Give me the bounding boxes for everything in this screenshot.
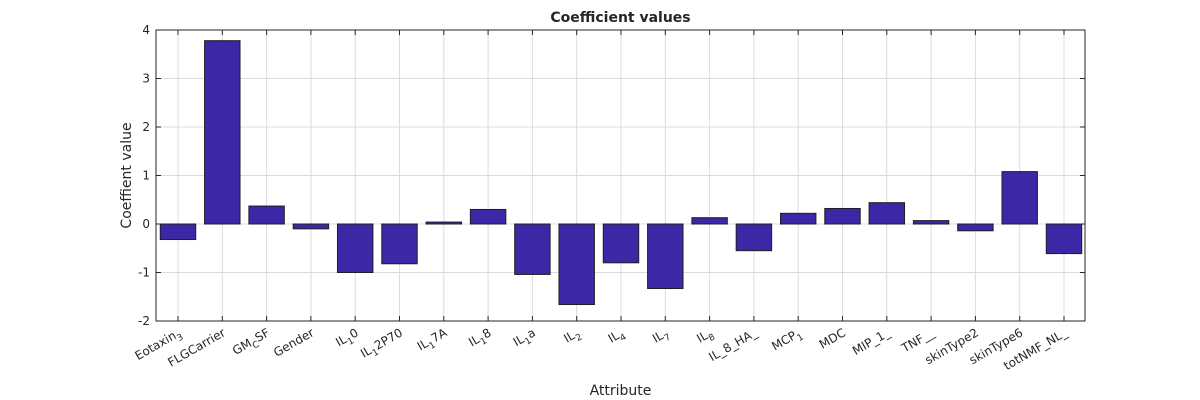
y-tick-label: 3 xyxy=(142,72,150,86)
x-tick-label-subscript: 1 xyxy=(479,336,489,348)
y-tick-label: -2 xyxy=(138,314,150,328)
svg-text:MIP_1_: MIP_1_ xyxy=(850,325,893,358)
y-axis-label: Coeffient value xyxy=(119,122,135,228)
x-tick-label-tail: 2P70 xyxy=(372,325,405,352)
x-tick-label-subscript: 1 xyxy=(796,332,806,344)
x-tick-label: IL17A xyxy=(415,325,452,357)
bar xyxy=(469,208,507,225)
x-tick-label: IL7 xyxy=(650,325,673,349)
bar xyxy=(691,217,728,225)
y-tick-label: -1 xyxy=(138,266,150,280)
x-tick-label: MDC xyxy=(817,325,848,351)
x-tick-label: IL12P70 xyxy=(358,325,407,364)
x-tick-label-main: IL_8_HA_ xyxy=(706,325,760,364)
svg-text:IL17A: IL17A xyxy=(415,325,452,357)
x-tick-label-subscript: 1 xyxy=(524,336,534,348)
svg-text:IL18: IL18 xyxy=(466,325,495,352)
bar xyxy=(514,223,551,275)
x-tick-label: MIP_1_ xyxy=(850,325,893,358)
svg-text:Gender: Gender xyxy=(271,325,316,359)
x-tick-label-subscript: 8 xyxy=(707,332,717,344)
bar xyxy=(868,202,906,225)
y-tick-label: 0 xyxy=(142,217,150,231)
x-tick-label: IL2 xyxy=(561,325,584,349)
x-tick-label: IL4 xyxy=(606,325,629,349)
x-tick-label: Gender xyxy=(271,325,316,359)
bar-layer xyxy=(159,40,1083,306)
bar xyxy=(336,223,374,273)
x-tick-label-main: MIP_1_ xyxy=(850,325,893,358)
x-tick-label: FLGCarrier xyxy=(165,325,227,369)
bar xyxy=(248,205,285,225)
bar xyxy=(957,223,994,232)
x-tick-label-main: FLGCarrier xyxy=(165,325,227,369)
bar xyxy=(647,223,684,290)
x-tick-label-subscript: C xyxy=(251,340,261,352)
bar xyxy=(779,212,817,225)
x-axis-label: Attribute xyxy=(590,383,652,399)
x-tick-label-subscript: 1 xyxy=(371,347,381,359)
bar xyxy=(159,223,197,241)
bar xyxy=(824,207,861,225)
svg-text:IL2: IL2 xyxy=(561,325,584,349)
svg-text:MCP1: MCP1 xyxy=(769,325,805,356)
svg-text:IL8: IL8 xyxy=(694,325,717,349)
x-tick-label: IL8 xyxy=(694,325,717,349)
x-tick-label-subscript: 2 xyxy=(574,332,584,344)
svg-text:GMCSF: GMCSF xyxy=(230,325,274,361)
x-tick-label-subscript: 3 xyxy=(176,332,186,344)
bar xyxy=(1001,171,1038,225)
y-tick-label: 4 xyxy=(142,23,150,37)
y-tick-label: 2 xyxy=(142,120,150,134)
bar xyxy=(1045,223,1083,255)
x-tick-label-subscript: 1 xyxy=(346,336,356,348)
svg-text:FLGCarrier: FLGCarrier xyxy=(165,325,227,369)
x-tick-label-subscript: 1 xyxy=(428,340,438,352)
bar xyxy=(558,223,595,306)
bar xyxy=(735,223,773,252)
svg-text:IL_8_HA_: IL_8_HA_ xyxy=(706,325,760,364)
x-tick-label-main: MDC xyxy=(817,325,848,351)
x-tick-label-main: Gender xyxy=(271,325,316,359)
x-tick-label-main: MCP xyxy=(769,328,798,353)
x-tick-label: MCP1 xyxy=(769,325,805,356)
y-tick-label: 1 xyxy=(142,169,150,183)
svg-text:IL1a: IL1a xyxy=(511,325,540,352)
x-tick-label-main: GM xyxy=(230,336,254,358)
bar xyxy=(381,223,418,265)
bar xyxy=(912,220,950,225)
svg-text:IL4: IL4 xyxy=(606,325,629,349)
bar xyxy=(425,221,463,225)
svg-text:IL12P70: IL12P70 xyxy=(358,325,407,364)
x-tick-label-subscript: 4 xyxy=(619,332,629,344)
bar xyxy=(292,223,330,230)
chart-title: Coefficient values xyxy=(550,10,690,26)
bar xyxy=(204,40,241,225)
x-tick-label-tail: SF xyxy=(253,325,273,344)
svg-text:MDC: MDC xyxy=(817,325,848,351)
x-tick-label: IL1a xyxy=(511,325,540,352)
x-tick-label: IL_8_HA_ xyxy=(706,325,760,364)
x-tick-label-subscript: 7 xyxy=(663,332,673,344)
bar xyxy=(602,223,640,264)
svg-text:IL7: IL7 xyxy=(650,325,673,349)
x-tick-label: IL18 xyxy=(466,325,495,352)
x-tick-label: GMCSF xyxy=(230,325,274,361)
